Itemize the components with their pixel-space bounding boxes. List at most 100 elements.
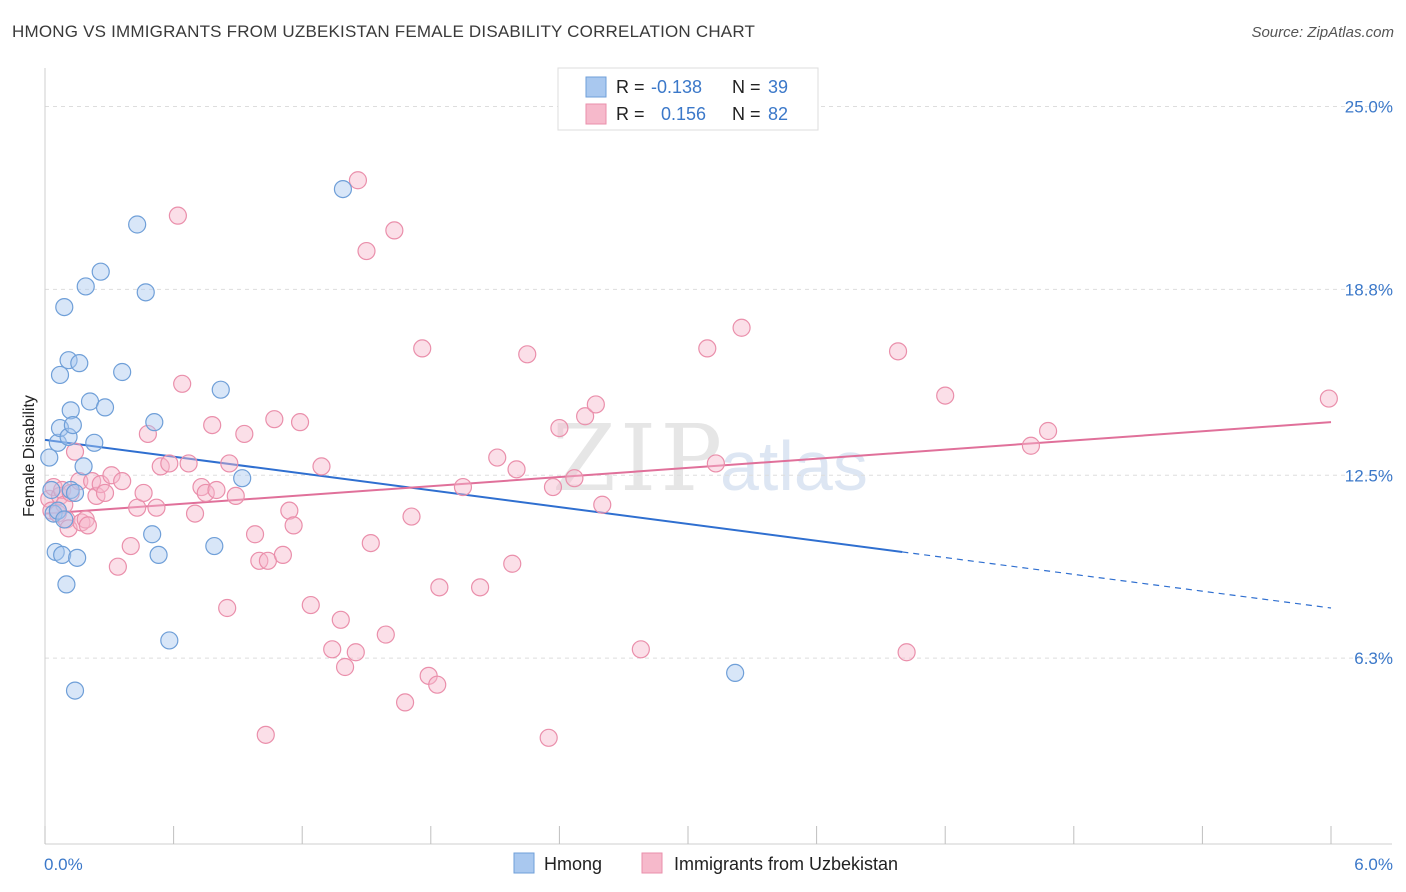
point-uzbekistan [413,339,432,358]
point-hmong [333,180,353,199]
stats-n-label: N = [732,104,761,124]
y-tick-label: 25.0% [1345,98,1393,117]
trend-line-hmong-extrapolated [902,551,1332,609]
watermark: ZIP atlas [552,405,868,512]
point-uzbekistan [543,477,563,497]
point-uzbekistan [1021,436,1041,455]
gridlines [45,106,1392,659]
point-uzbekistan [732,318,751,337]
point-uzbekistan [220,454,239,473]
trend-line-hmong [44,438,903,553]
legend-label-hmong: Hmong [544,854,602,874]
point-hmong [48,433,67,452]
point-hmong [76,277,95,296]
series-uzbekistan [40,171,1338,747]
stats-swatch-uzbekistan [585,103,607,125]
y-tick-label: 6.3% [1354,649,1393,668]
point-uzbekistan [698,339,717,358]
point-uzbekistan [331,610,350,629]
point-hmong [149,545,168,565]
point-uzbekistan [507,460,526,479]
point-hmong [91,262,110,281]
point-uzbekistan [179,454,198,473]
point-hmong [55,298,74,317]
point-uzbekistan [203,416,222,435]
point-uzbekistan [245,525,265,544]
point-hmong [211,380,230,399]
point-hmong [113,362,132,382]
point-uzbekistan [706,454,725,473]
point-uzbekistan [550,418,569,438]
x-tick-label: 6.0% [1354,855,1393,874]
point-uzbekistan [134,483,153,503]
point-hmong [53,545,72,565]
legend-label-uzbekistan: Immigrants from Uzbekistan [674,854,898,874]
point-hmong [50,365,70,385]
stats-r-value-uzbekistan: 0.156 [661,104,706,124]
y-tick-label: 18.8% [1345,280,1393,299]
watermark-atlas: atlas [720,427,868,505]
point-uzbekistan [147,498,166,517]
point-uzbekistan [207,480,226,500]
point-uzbekistan [586,395,605,414]
point-uzbekistan [402,507,421,526]
legend-swatch-hmong [513,852,535,874]
point-uzbekistan [138,424,157,444]
trend-line-uzbekistan [44,421,1332,515]
stats-n-value-hmong: 39 [768,77,788,97]
point-hmong [233,469,252,488]
point-uzbekistan [95,483,115,503]
point-hmong [85,433,104,452]
point-hmong [59,351,78,370]
y-tick-labels: 6.3% 12.5% 18.8% 25.0% [1345,98,1393,669]
point-uzbekistan [897,643,916,662]
point-hmong [74,457,93,476]
point-uzbekistan [108,557,127,576]
point-hmong [726,663,745,683]
legend: Hmong Immigrants from Uzbekistan [513,852,898,874]
point-uzbekistan [576,407,595,426]
stats-swatch-hmong [585,76,607,98]
point-uzbekistan [385,221,404,240]
point-uzbekistan [301,595,320,615]
point-uzbekistan [453,477,473,497]
point-uzbekistan [395,693,415,712]
stats-box: R = -0.138 N = 39 R = 0.156 N = 82 [557,67,819,131]
point-hmong [65,681,85,700]
point-uzbekistan [631,640,650,659]
point-uzbekistan [888,342,908,361]
point-uzbekistan [265,410,284,429]
y-axis-label: Female Disability [21,395,38,517]
axes [44,68,1392,845]
point-hmong [95,398,115,417]
point-hmong [160,631,179,650]
point-uzbekistan [593,495,612,514]
point-uzbekistan [936,386,955,405]
point-uzbekistan [185,504,205,523]
stats-r-value-hmong: -0.138 [651,77,702,97]
point-uzbekistan [335,657,355,677]
point-hmong [205,536,224,556]
point-uzbekistan [488,448,507,467]
point-uzbekistan [539,728,558,747]
point-hmong [143,525,162,544]
point-hmong [68,548,87,567]
point-uzbekistan [235,424,254,444]
point-uzbekistan [284,516,303,535]
point-uzbekistan [1038,421,1058,441]
point-uzbekistan [518,345,537,364]
point-uzbekistan [196,483,215,503]
point-uzbekistan [348,171,368,190]
point-uzbekistan [503,554,522,573]
point-hmong [136,283,155,302]
stats-r-label: R = [616,104,645,124]
point-uzbekistan [280,501,299,520]
point-hmong [63,416,82,435]
legend-swatch-uzbekistan [641,852,663,874]
point-uzbekistan [361,533,380,553]
point-hmong [70,354,89,373]
point-uzbekistan [226,486,245,505]
point-uzbekistan [78,516,97,535]
point-uzbekistan [312,457,331,476]
point-uzbekistan [290,413,310,432]
